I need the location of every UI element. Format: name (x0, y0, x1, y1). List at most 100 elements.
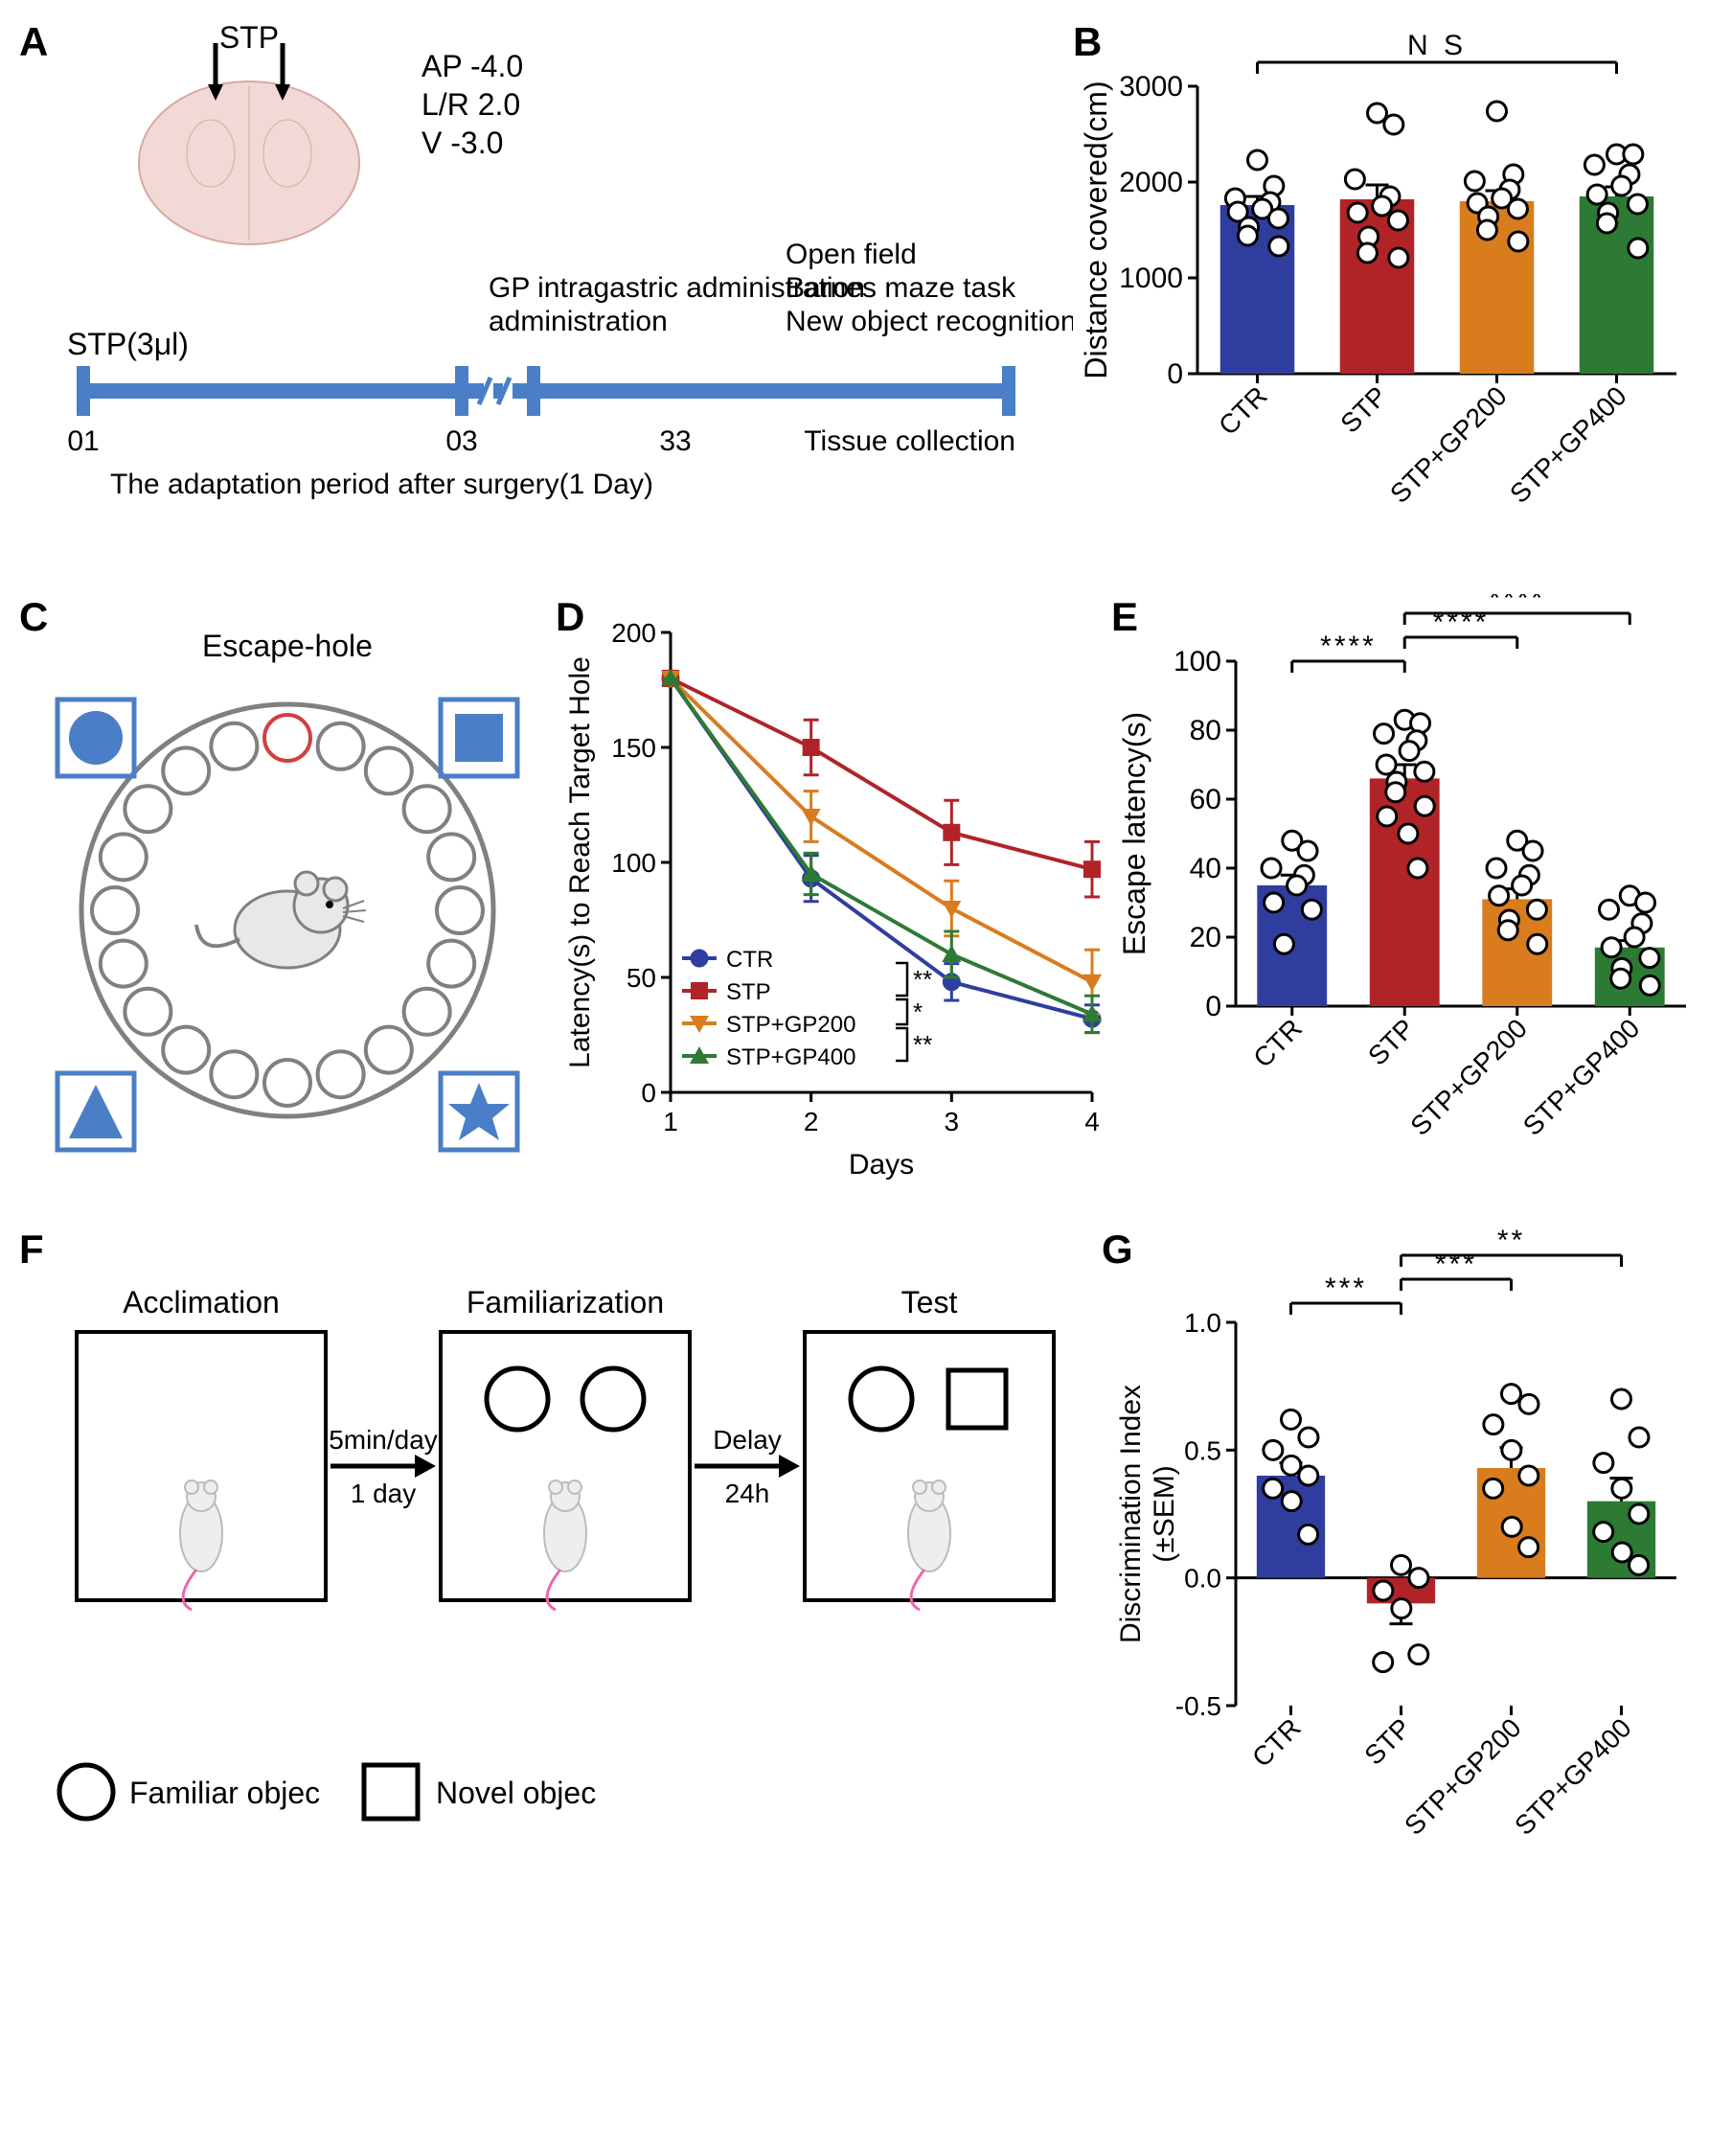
cue-triangle (57, 1073, 134, 1150)
svg-text:Acclimation: Acclimation (123, 1285, 280, 1319)
stp-arrow-label: STP (219, 20, 279, 55)
svg-text:Escape latency(s): Escape latency(s) (1117, 712, 1151, 955)
svg-text:Days: Days (849, 1149, 914, 1181)
svg-text:(±SEM): (±SEM) (1149, 1465, 1180, 1562)
svg-text:1 day: 1 day (351, 1479, 417, 1508)
svg-text:CTR: CTR (1246, 1712, 1307, 1773)
svg-text:1000: 1000 (1119, 263, 1183, 294)
svg-text:STP+GP400: STP+GP400 (1509, 1712, 1637, 1841)
svg-text:**: ** (913, 965, 932, 994)
legend-familiar-icon (59, 1765, 113, 1819)
svg-text:1.0: 1.0 (1184, 1308, 1221, 1338)
svg-text:Delay: Delay (713, 1425, 782, 1455)
panel-e-label: E (1111, 594, 1138, 640)
panel-c-label: C (19, 594, 48, 640)
svg-text:0: 0 (1167, 358, 1183, 390)
svg-text:*: * (913, 998, 923, 1026)
cue-circle (57, 700, 134, 776)
svg-text:***: *** (1435, 1249, 1477, 1280)
timeline-03: 03 (445, 425, 477, 457)
legend-familiar-label: Familiar objec (129, 1776, 320, 1810)
panel-f-svg: Familiar objec Novel objec Acclimation Fa… (19, 1227, 1102, 1897)
svg-text:STP+GP400: STP+GP400 (726, 1044, 855, 1070)
svg-text:-0.5: -0.5 (1175, 1691, 1221, 1721)
svg-text:STP+GP200: STP+GP200 (1399, 1712, 1527, 1841)
svg-text:80: 80 (1190, 715, 1221, 746)
mouse-icon (196, 872, 366, 968)
svg-text:50: 50 (627, 963, 656, 993)
panel-e: E 020406080100Escape latency(s)CTRSTPSTP… (1111, 594, 1705, 1188)
svg-text:CTR: CTR (1213, 380, 1273, 441)
cue-square (441, 700, 517, 776)
svg-text:Discrimination Index: Discrimination Index (1115, 1385, 1147, 1643)
svg-text:100: 100 (611, 848, 656, 878)
svg-text:STP: STP (726, 979, 771, 1005)
svg-text:Test: Test (901, 1285, 958, 1319)
svg-text:N S: N S (1407, 30, 1467, 61)
escape-hole-title: Escape-hole (202, 629, 373, 663)
panel-f-label: F (19, 1227, 44, 1273)
svg-text:Latency(s) to Reach Target Hol: Latency(s) to Reach Target Hole (564, 656, 596, 1068)
panel-c-svg: Escape-hole (19, 594, 556, 1188)
svg-text:STP: STP (1358, 1712, 1416, 1770)
panel-d: D 0 50 100 150 200 1 2 3 4 Days Latency(s) to Reac… (556, 594, 1111, 1188)
panel-g: G -0.50.00.51.0Discrimination Index(±SEM… (1102, 1227, 1696, 1897)
svg-text:150: 150 (611, 733, 656, 763)
svg-text:0.5: 0.5 (1184, 1435, 1221, 1465)
coord-lr: L/R 2.0 (422, 87, 520, 122)
panel-a-label: A (19, 19, 48, 65)
svg-text:24h: 24h (725, 1479, 770, 1508)
svg-text:****: **** (1433, 607, 1490, 638)
svg-text:STP+GP200: STP+GP200 (1384, 380, 1513, 509)
coord-ap: AP -4.0 (422, 49, 523, 83)
svg-text:STP+GP200: STP+GP200 (1404, 1013, 1533, 1141)
svg-text:3: 3 (945, 1107, 960, 1136)
test-openfield: Open field (786, 239, 917, 270)
svg-text:0: 0 (1205, 991, 1221, 1022)
panel-e-chart: 020406080100Escape latency(s)CTRSTPSTP+G… (1111, 594, 1705, 1188)
panel-a: A STP AP -4.0 L/R 2.0 V -3.0 STP(3μl) (19, 19, 1073, 556)
timeline-33: 33 (659, 425, 691, 457)
svg-text:Familiarization: Familiarization (467, 1285, 664, 1319)
svg-text:****: **** (1489, 594, 1545, 614)
legend-novel-label: Novel objec (436, 1776, 596, 1810)
timeline-01: 01 (67, 425, 99, 457)
gp-admin-label2: administration (489, 306, 668, 337)
timeline-tissue: Tissue collection (804, 425, 1015, 457)
svg-text:STP+GP200: STP+GP200 (726, 1012, 855, 1038)
svg-text:CTR: CTR (1247, 1013, 1308, 1073)
svg-text:CTR: CTR (726, 947, 773, 973)
svg-text:20: 20 (1190, 922, 1221, 953)
svg-text:1: 1 (663, 1107, 678, 1136)
svg-text:60: 60 (1190, 784, 1221, 815)
coord-v: V -3.0 (422, 126, 503, 160)
svg-text:****: **** (1320, 631, 1377, 662)
svg-text:STP+GP400: STP+GP400 (1504, 380, 1632, 509)
panel-c: C Escape-hole (19, 594, 556, 1188)
svg-text:2: 2 (804, 1107, 819, 1136)
svg-text:***: *** (1325, 1273, 1367, 1304)
svg-text:STP: STP (1362, 1013, 1420, 1070)
panel-f: F Familiar objec Novel objec Acclimation… (19, 1227, 1102, 1897)
cue-star (441, 1073, 517, 1150)
svg-text:STP: STP (1334, 380, 1392, 438)
adapt-label: The adaptation period after surgery(1 Da… (110, 469, 653, 500)
panel-b-chart: 0100020003000Distance covered(cm)CTRSTPS… (1073, 19, 1696, 556)
svg-text:STP+GP400: STP+GP400 (1517, 1013, 1646, 1141)
svg-text:0: 0 (641, 1078, 656, 1108)
svg-text:40: 40 (1190, 853, 1221, 884)
panel-d-label: D (556, 594, 584, 640)
svg-text:3000: 3000 (1119, 71, 1183, 103)
figure-root: A STP AP -4.0 L/R 2.0 V -3.0 STP(3μl) (19, 19, 1713, 1897)
svg-text:100: 100 (1174, 646, 1221, 677)
panel-b: B 0100020003000Distance covered(cm)CTRST… (1073, 19, 1696, 556)
svg-text:4: 4 (1084, 1107, 1100, 1136)
svg-text:200: 200 (611, 618, 656, 648)
svg-text:**: ** (913, 1030, 932, 1059)
svg-text:**: ** (1497, 1227, 1525, 1256)
panel-g-chart: -0.50.00.51.0Discrimination Index(±SEM)C… (1102, 1227, 1696, 1897)
dose-label: STP(3μl) (67, 327, 189, 361)
svg-text:Distance covered(cm): Distance covered(cm) (1079, 80, 1113, 378)
panel-a-svg: STP AP -4.0 L/R 2.0 V -3.0 STP(3μl) 01 (19, 19, 1073, 556)
panel-g-label: G (1102, 1227, 1133, 1273)
